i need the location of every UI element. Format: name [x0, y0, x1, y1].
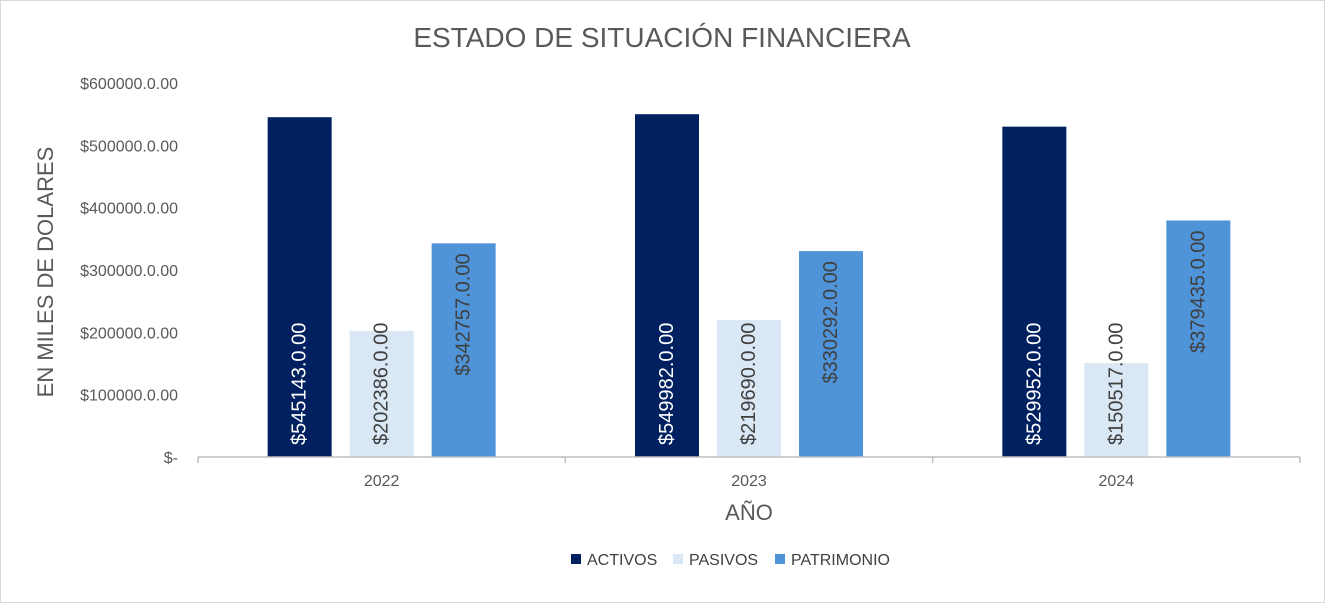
y-axis-title: EN MILES DE DOLARES: [33, 147, 58, 398]
legend-label-patrimonio: PATRIMONIO: [791, 552, 890, 569]
bar-activos-2024: [1002, 126, 1067, 457]
data-label-patrimonio-2023: $330292.0.00: [820, 261, 842, 383]
x-tick-label: 2022: [364, 473, 400, 490]
y-tick-label: $600000.0.00: [80, 76, 178, 93]
y-axis-ticks: $- $100000.0.00 $200000.0.00 $300000.0.00 $4…: [80, 76, 178, 467]
data-label-patrimonio-2024: $379435.0.00: [1187, 230, 1209, 352]
y-tick-label: $500000.0.00: [80, 138, 178, 155]
legend-label-pasivos: PASIVOS: [689, 552, 758, 569]
bar-pasivos-2022: [349, 330, 414, 457]
y-tick-label: $300000.0.00: [80, 263, 178, 280]
legend: ACTIVOS PASIVOS PATRIMONIO: [571, 552, 890, 569]
x-tick-label: 2024: [1099, 473, 1135, 490]
data-label-patrimonio-2022: $342757.0.00: [453, 253, 475, 375]
bar-patrimonio-2023: [799, 251, 863, 457]
chart-title: ESTADO DE SITUACIÓN FINANCIERA: [413, 22, 911, 53]
legend-swatch-patrimonio: [775, 554, 785, 564]
bar-pasivos-2023: [717, 320, 781, 457]
data-label-activos-2023: $549982.0.00: [656, 323, 678, 445]
legend-swatch-activos: [571, 554, 581, 564]
data-label-pasivos-2022: $202386.0.00: [371, 323, 393, 445]
bar-activos-2022: [267, 117, 332, 457]
data-label-activos-2022: $545143.0.00: [289, 323, 311, 445]
legend-label-activos: ACTIVOS: [587, 552, 657, 569]
y-tick-label: $100000.0.00: [80, 388, 178, 405]
bar-patrimonio-2022: [431, 243, 496, 457]
bar-patrimonio-2024: [1166, 220, 1231, 457]
bar-activos-2023: [635, 114, 699, 457]
data-label-pasivos-2024: $150517.0.00: [1105, 323, 1127, 445]
bars: $545143.0.00 $202386.0.00 $342757.0.00 $549…: [267, 114, 1231, 457]
x-axis-title: AÑO: [725, 500, 773, 525]
x-tick-label: 2023: [731, 473, 767, 490]
data-label-pasivos-2023: $219690.0.00: [738, 323, 760, 445]
y-tick-label: $200000.0.00: [80, 325, 178, 342]
legend-swatch-pasivos: [673, 554, 683, 564]
x-axis: 2022 2023 2024: [197, 456, 1301, 490]
y-tick-label: $400000.0.00: [80, 201, 178, 218]
bar-pasivos-2024: [1084, 363, 1149, 457]
y-tick-label: $-: [164, 450, 178, 467]
data-label-activos-2024: $529952.0.00: [1023, 323, 1045, 445]
